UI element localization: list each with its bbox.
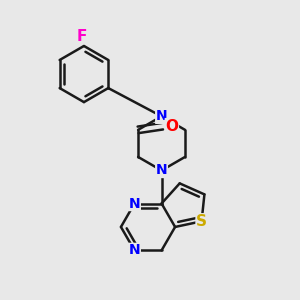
Text: N: N	[156, 109, 167, 123]
Text: N: N	[129, 243, 140, 257]
Text: N: N	[156, 164, 167, 178]
Text: S: S	[196, 214, 207, 229]
Text: N: N	[129, 196, 140, 211]
Text: F: F	[77, 28, 88, 44]
Text: O: O	[165, 119, 178, 134]
